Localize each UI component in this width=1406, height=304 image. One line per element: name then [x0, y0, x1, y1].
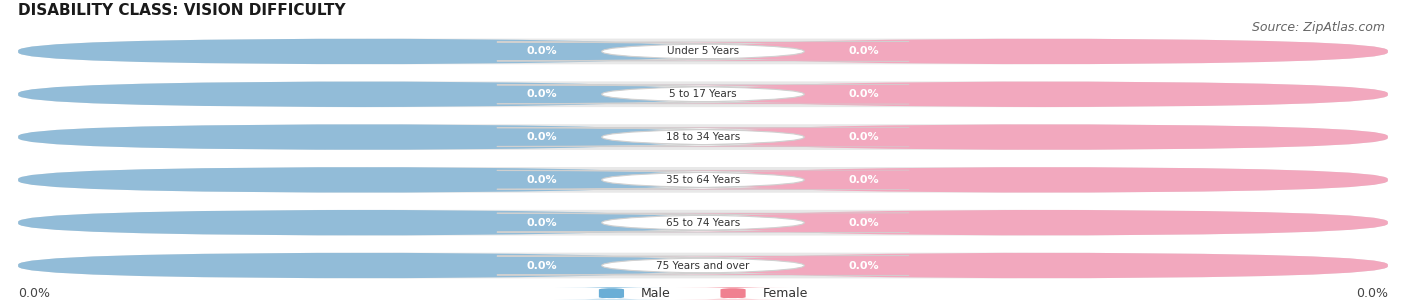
Text: DISABILITY CLASS: VISION DIFFICULTY: DISABILITY CLASS: VISION DIFFICULTY	[18, 3, 346, 19]
Text: 18 to 34 Years: 18 to 34 Years	[666, 132, 740, 142]
FancyBboxPatch shape	[18, 124, 703, 150]
Text: 0.0%: 0.0%	[18, 287, 51, 300]
Text: 0.0%: 0.0%	[527, 89, 558, 99]
Text: Female: Female	[762, 287, 808, 300]
Text: 0.0%: 0.0%	[848, 89, 879, 99]
Text: 0.0%: 0.0%	[848, 218, 879, 228]
FancyBboxPatch shape	[496, 128, 910, 147]
FancyBboxPatch shape	[18, 210, 1388, 236]
FancyBboxPatch shape	[609, 128, 1119, 147]
FancyBboxPatch shape	[18, 167, 1388, 193]
Text: 0.0%: 0.0%	[527, 261, 558, 271]
FancyBboxPatch shape	[287, 128, 797, 147]
FancyBboxPatch shape	[609, 85, 1119, 104]
Text: 0.0%: 0.0%	[848, 261, 879, 271]
FancyBboxPatch shape	[609, 213, 1119, 232]
FancyBboxPatch shape	[18, 81, 703, 107]
FancyBboxPatch shape	[609, 171, 1119, 189]
Text: 0.0%: 0.0%	[848, 132, 879, 142]
FancyBboxPatch shape	[496, 42, 910, 61]
FancyBboxPatch shape	[609, 42, 1119, 61]
FancyBboxPatch shape	[703, 39, 1388, 64]
FancyBboxPatch shape	[496, 85, 910, 104]
FancyBboxPatch shape	[287, 85, 797, 104]
FancyBboxPatch shape	[287, 256, 797, 275]
Text: 75 Years and over: 75 Years and over	[657, 261, 749, 271]
FancyBboxPatch shape	[287, 171, 797, 189]
Text: 0.0%: 0.0%	[1355, 287, 1388, 300]
FancyBboxPatch shape	[18, 39, 703, 64]
Text: 35 to 64 Years: 35 to 64 Years	[666, 175, 740, 185]
Text: 0.0%: 0.0%	[848, 47, 879, 57]
FancyBboxPatch shape	[703, 167, 1388, 193]
Text: 5 to 17 Years: 5 to 17 Years	[669, 89, 737, 99]
FancyBboxPatch shape	[496, 213, 910, 232]
FancyBboxPatch shape	[609, 256, 1119, 275]
Text: Male: Male	[641, 287, 671, 300]
Text: Source: ZipAtlas.com: Source: ZipAtlas.com	[1251, 21, 1385, 34]
FancyBboxPatch shape	[554, 287, 669, 299]
FancyBboxPatch shape	[18, 39, 1388, 64]
Text: 0.0%: 0.0%	[848, 175, 879, 185]
Text: 0.0%: 0.0%	[527, 132, 558, 142]
Text: 0.0%: 0.0%	[527, 175, 558, 185]
FancyBboxPatch shape	[496, 171, 910, 189]
FancyBboxPatch shape	[287, 213, 797, 232]
Text: 65 to 74 Years: 65 to 74 Years	[666, 218, 740, 228]
FancyBboxPatch shape	[18, 253, 1388, 278]
FancyBboxPatch shape	[18, 81, 1388, 107]
Text: 0.0%: 0.0%	[527, 47, 558, 57]
FancyBboxPatch shape	[676, 287, 790, 299]
Text: Under 5 Years: Under 5 Years	[666, 47, 740, 57]
FancyBboxPatch shape	[287, 42, 797, 61]
FancyBboxPatch shape	[703, 253, 1388, 278]
FancyBboxPatch shape	[496, 256, 910, 275]
FancyBboxPatch shape	[18, 167, 703, 193]
FancyBboxPatch shape	[703, 124, 1388, 150]
Text: 0.0%: 0.0%	[527, 218, 558, 228]
FancyBboxPatch shape	[703, 210, 1388, 236]
FancyBboxPatch shape	[18, 210, 703, 236]
FancyBboxPatch shape	[703, 81, 1388, 107]
FancyBboxPatch shape	[18, 124, 1388, 150]
FancyBboxPatch shape	[18, 253, 703, 278]
